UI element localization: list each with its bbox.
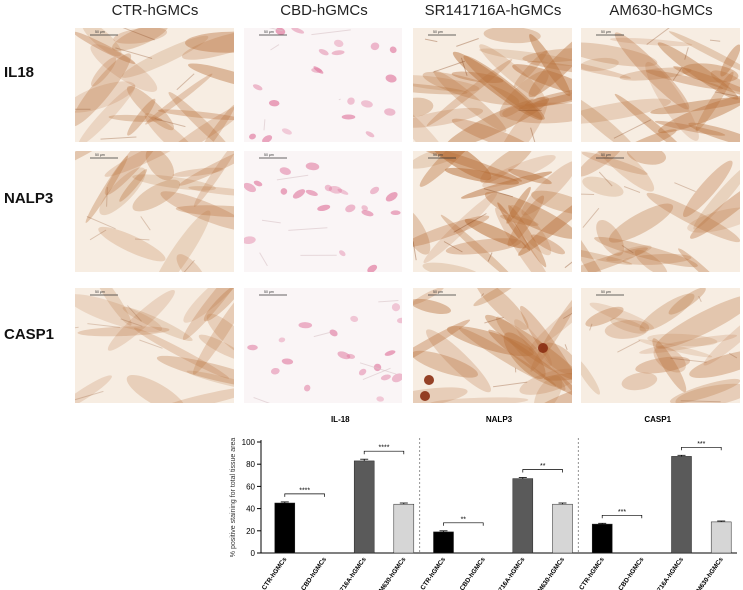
bar xyxy=(710,521,732,554)
y-tick-label: 0 xyxy=(251,549,256,558)
group-title: IL-18 xyxy=(331,415,350,424)
scale-bar: 50 μm xyxy=(90,153,118,159)
column-title-cbd: CBD-hGMCs xyxy=(280,2,368,19)
x-tick-label: SR141716A-hGMCs xyxy=(486,556,527,590)
significance-bracket xyxy=(522,469,563,473)
significance-bracket xyxy=(601,514,643,519)
scale-bar: 50 μm xyxy=(596,290,624,296)
micrograph-nalp3-sr141716a-hgmcs: 50 μm xyxy=(413,151,572,272)
scale-bar: 50 μm xyxy=(428,30,456,36)
scale-bar: 50 μm xyxy=(596,153,624,159)
scale-bar-label: 50 μm xyxy=(433,153,443,157)
y-tick-label: 100 xyxy=(242,438,256,447)
scale-bar-label: 50 μm xyxy=(95,290,105,294)
significance-label: *** xyxy=(697,441,705,448)
micrograph-il18-sr141716a-hgmcs: 50 μm xyxy=(413,28,572,142)
group-title: CASP1 xyxy=(644,415,671,424)
x-tick-label: CBD-hGMCs xyxy=(459,556,487,590)
scale-bar: 50 μm xyxy=(90,290,118,296)
row-label-il18: IL18 xyxy=(4,64,35,81)
scale-bar-label: 50 μm xyxy=(601,153,611,157)
scale-bar-label: 50 μm xyxy=(433,30,443,34)
scale-bar-label: 50 μm xyxy=(433,290,443,294)
row-label-nalp3: NALP3 xyxy=(4,190,54,207)
micrograph-casp1-sr141716a-hgmcs: 50 μm xyxy=(413,288,572,403)
scale-bar-label: 50 μm xyxy=(264,290,274,294)
scale-bar: 50 μm xyxy=(259,290,287,296)
y-tick-label: 20 xyxy=(246,527,255,536)
x-tick-label: CTR-hGMCs xyxy=(419,556,447,590)
scale-bar: 50 μm xyxy=(428,290,456,296)
x-tick-label: AM630-hGMCs xyxy=(375,556,407,590)
scale-bar-label: 50 μm xyxy=(95,30,105,34)
bar xyxy=(433,531,454,554)
x-tick-label: SR141716A-hGMCs xyxy=(645,556,686,590)
scale-bar-label: 50 μm xyxy=(264,153,274,157)
bar xyxy=(591,523,613,554)
scale-bar-label: 50 μm xyxy=(601,30,611,34)
scale-bar-label: 50 μm xyxy=(95,153,105,157)
x-tick-label: CBD-hGMCs xyxy=(617,556,645,590)
micrograph-il18-ctr-hgmcs: 50 μm xyxy=(75,28,234,142)
significance-bracket xyxy=(681,446,722,451)
x-tick-label: SR141716A-hGMCs xyxy=(328,556,369,590)
micrograph-casp1-cbd-hgmcs: 50 μm xyxy=(244,288,402,403)
bar-chart: 0 20 40 60 80 100 % positive staining for tota… xyxy=(230,415,737,590)
significance-label: **** xyxy=(299,487,310,494)
micrograph-nalp3-ctr-hgmcs: 50 μm xyxy=(75,151,234,272)
scale-bar: 50 μm xyxy=(596,30,624,36)
bar xyxy=(552,503,573,554)
column-title-am630: AM630-hGMCs xyxy=(609,2,713,19)
bar xyxy=(353,460,375,554)
scale-bar-label: 50 μm xyxy=(601,290,611,294)
scale-bar-label: 50 μm xyxy=(264,30,274,34)
x-tick-label: CTR-hGMCs xyxy=(261,556,289,590)
bar xyxy=(393,503,415,554)
bar xyxy=(274,502,296,554)
y-tick-label: 80 xyxy=(246,460,255,469)
significance-bracket xyxy=(363,450,405,455)
micrograph-casp1-ctr-hgmcs: 50 μm xyxy=(75,288,234,403)
x-tick-label: AM630-hGMCs xyxy=(693,556,725,590)
micrograph-nalp3-am630-hgmcs: 50 μm xyxy=(581,151,740,272)
column-title-ctr: CTR-hGMCs xyxy=(111,2,199,19)
group-title: NALP3 xyxy=(486,415,513,424)
significance-label: **** xyxy=(379,445,390,452)
x-tick-label: AM630-hGMCs xyxy=(534,556,566,590)
micrograph-il18-cbd-hgmcs: 50 μm xyxy=(244,28,402,142)
scale-bar: 50 μm xyxy=(259,153,287,159)
column-title-sr141716a: SR141716A-hGMCs xyxy=(424,2,562,19)
y-axis-label: % positive staining for total tissue are… xyxy=(230,438,237,558)
significance-bracket xyxy=(443,522,484,526)
bar xyxy=(671,456,692,554)
significance-bracket xyxy=(284,493,325,497)
significance-label: *** xyxy=(618,509,626,516)
scale-bar: 50 μm xyxy=(90,30,118,36)
micrograph-nalp3-cbd-hgmcs: 50 μm xyxy=(244,151,402,272)
x-tick-label: CTR-hGMCs xyxy=(578,556,606,590)
y-tick-label: 60 xyxy=(246,482,255,491)
scale-bar: 50 μm xyxy=(428,153,456,159)
significance-label: ** xyxy=(461,516,467,523)
bar xyxy=(512,478,534,554)
micrograph-il18-am630-hgmcs: 50 μm xyxy=(581,28,740,142)
y-tick-label: 40 xyxy=(246,505,255,514)
significance-label: ** xyxy=(540,463,546,470)
row-label-casp1: CASP1 xyxy=(4,326,55,343)
x-tick-label: CBD-hGMCs xyxy=(300,556,328,590)
micrograph-casp1-am630-hgmcs: 50 μm xyxy=(581,288,740,403)
scale-bar: 50 μm xyxy=(259,30,287,36)
